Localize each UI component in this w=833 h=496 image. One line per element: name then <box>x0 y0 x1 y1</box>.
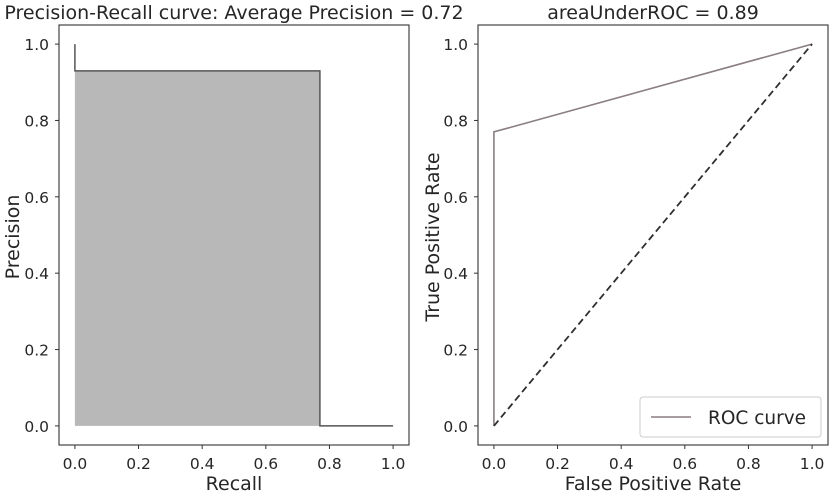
roc-y-ticks: 0.0 0.2 0.4 0.6 0.8 1.0 <box>443 36 478 436</box>
roc-x-tick-label: 0.4 <box>609 455 634 473</box>
pr-chart-title: Precision-Recall curve: Average Precisio… <box>4 2 463 24</box>
roc-y-tick-label: 0.0 <box>443 418 468 436</box>
pr-x-tick-label: 0.2 <box>126 455 151 473</box>
pr-y-tick-label: 0.6 <box>24 189 49 207</box>
roc-y-axis-label: True Positive Rate <box>422 152 444 322</box>
pr-filled-area <box>74 44 394 426</box>
roc-y-tick-label: 0.8 <box>443 112 468 130</box>
roc-y-tick-label: 1.0 <box>443 36 468 54</box>
pr-step-line <box>74 44 394 427</box>
pr-y-tick-label: 0.8 <box>24 112 49 130</box>
pr-x-tick-label: 0.8 <box>317 455 342 473</box>
legend-box <box>639 396 822 438</box>
precision-recall-panel: 0.0 0.2 0.4 0.6 0.8 1.0 0.0 0.2 0.4 0.6 0.8 1.0 Pr… <box>2 2 464 495</box>
pr-plot-marks <box>74 44 394 427</box>
pr-y-ticks: 0.0 0.2 0.4 0.6 0.8 1.0 <box>24 36 59 436</box>
roc-x-axis-label: False Positive Rate <box>565 473 742 495</box>
pr-x-ticks: 0.0 0.2 0.4 0.6 0.8 1.0 <box>63 445 406 473</box>
roc-y-tick-label: 0.6 <box>443 189 468 207</box>
roc-x-tick-label: 0.0 <box>482 455 507 473</box>
pr-x-tick-label: 0.4 <box>190 455 215 473</box>
roc-y-tick-label: 0.4 <box>443 265 468 283</box>
roc-legend: ROC curve <box>639 396 822 438</box>
pr-y-axis-label: Precision <box>2 195 24 280</box>
roc-x-tick-label: 0.6 <box>672 455 697 473</box>
roc-panel: 0.0 0.2 0.4 0.6 0.8 1.0 0.0 0.2 0.4 0.6 0.8 1.0 ar… <box>422 2 829 495</box>
chance-diagonal-line <box>493 43 813 427</box>
roc-plot-marks <box>493 43 813 427</box>
pr-y-tick-label: 0.4 <box>24 265 49 283</box>
roc-y-tick-label: 0.2 <box>443 342 468 360</box>
pr-x-tick-label: 1.0 <box>381 455 406 473</box>
roc-x-tick-label: 0.8 <box>736 455 761 473</box>
pr-y-tick-label: 0.2 <box>24 342 49 360</box>
roc-x-tick-label: 0.2 <box>545 455 570 473</box>
pr-y-tick-label: 1.0 <box>24 36 49 54</box>
roc-x-ticks: 0.0 0.2 0.4 0.6 0.8 1.0 <box>482 445 825 473</box>
pr-y-tick-label: 0.0 <box>24 418 49 436</box>
roc-axes-frame <box>477 24 829 446</box>
pr-x-tick-label: 0.0 <box>63 455 88 473</box>
legend-label-roc-curve: ROC curve <box>708 408 806 429</box>
pr-x-tick-label: 0.6 <box>253 455 278 473</box>
pr-x-axis-label: Recall <box>206 473 263 495</box>
roc-curve-line <box>493 43 813 426</box>
roc-chart-title: areaUnderROC = 0.89 <box>547 2 759 24</box>
pr-axes-frame <box>58 24 410 446</box>
roc-x-tick-label: 1.0 <box>800 455 825 473</box>
